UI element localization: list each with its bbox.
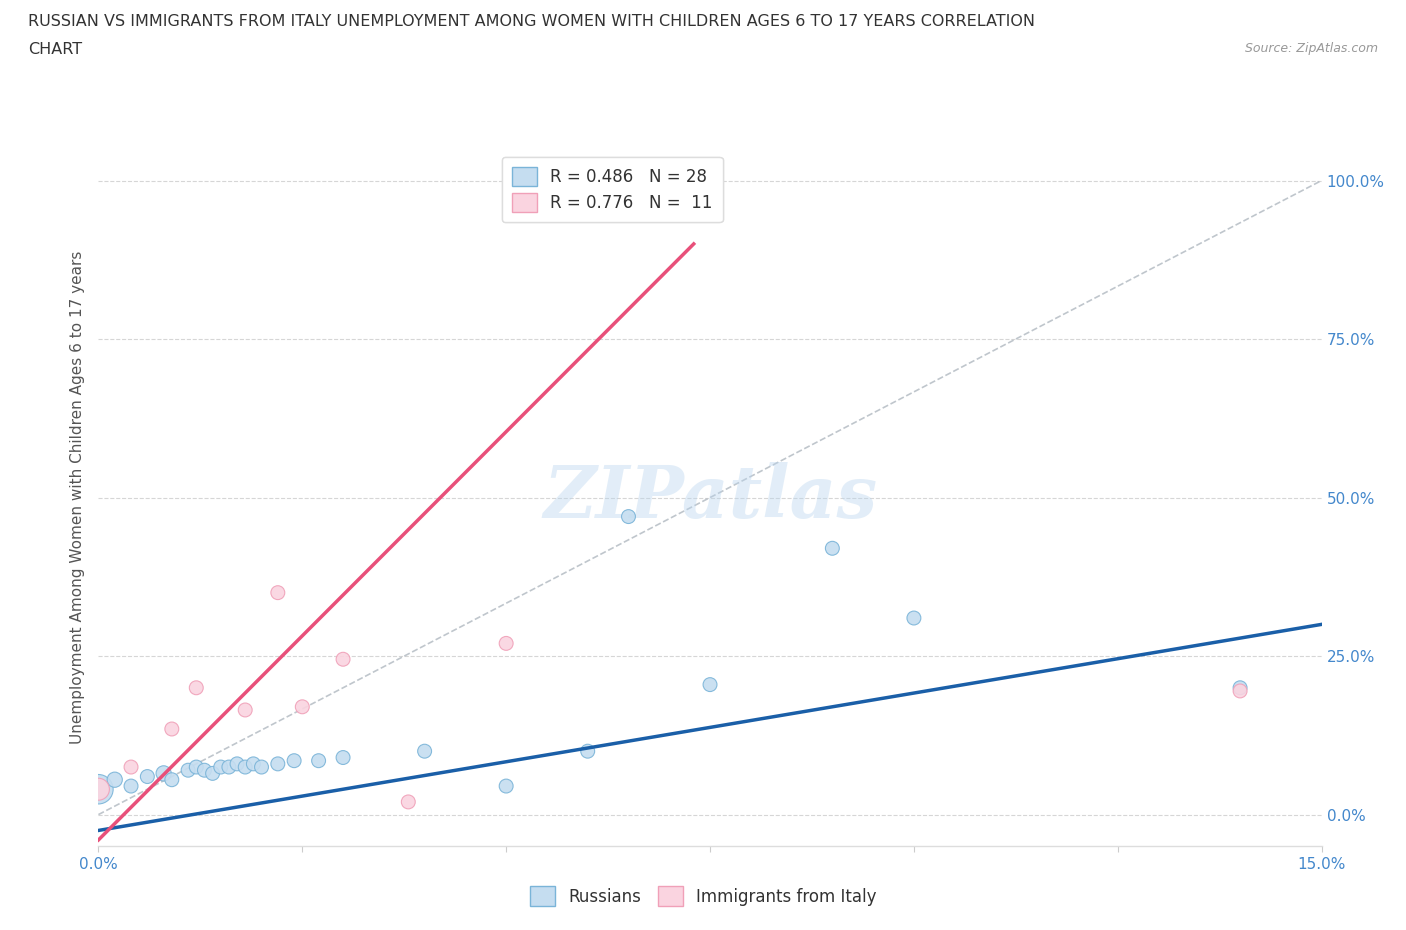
Point	[193, 763, 215, 777]
Point	[332, 652, 354, 667]
Point	[218, 760, 240, 775]
Point	[160, 772, 183, 787]
Point	[136, 769, 159, 784]
Point	[283, 753, 305, 768]
Point	[242, 756, 264, 771]
Point	[413, 744, 436, 759]
Point	[152, 766, 174, 781]
Point	[233, 760, 256, 775]
Point	[821, 541, 844, 556]
Point	[576, 744, 599, 759]
Point	[177, 763, 200, 777]
Point	[699, 677, 721, 692]
Point	[233, 702, 256, 717]
Point	[1229, 681, 1251, 696]
Point	[250, 760, 273, 775]
Point	[160, 722, 183, 737]
Point	[120, 760, 142, 775]
Point	[267, 756, 290, 771]
Point	[291, 699, 314, 714]
Point	[332, 751, 354, 765]
Point	[267, 585, 290, 600]
Point	[396, 794, 419, 809]
Legend: R = 0.486   N = 28, R = 0.776   N =  11: R = 0.486 N = 28, R = 0.776 N = 11	[502, 157, 723, 222]
Text: RUSSIAN VS IMMIGRANTS FROM ITALY UNEMPLOYMENT AMONG WOMEN WITH CHILDREN AGES 6 T: RUSSIAN VS IMMIGRANTS FROM ITALY UNEMPLO…	[28, 14, 1035, 29]
Text: CHART: CHART	[28, 42, 82, 57]
Point	[308, 753, 330, 768]
Legend: Russians, Immigrants from Italy: Russians, Immigrants from Italy	[523, 880, 883, 912]
Point	[186, 760, 208, 775]
Y-axis label: Unemployment Among Women with Children Ages 6 to 17 years: Unemployment Among Women with Children A…	[70, 251, 86, 744]
Point	[201, 766, 224, 781]
Text: ZIPatlas: ZIPatlas	[543, 462, 877, 533]
Point	[120, 778, 142, 793]
Point	[495, 636, 517, 651]
Point	[186, 681, 208, 696]
Point	[903, 611, 925, 626]
Point	[209, 760, 232, 775]
Text: Source: ZipAtlas.com: Source: ZipAtlas.com	[1244, 42, 1378, 55]
Point	[1229, 684, 1251, 698]
Point	[226, 756, 249, 771]
Point	[87, 782, 110, 797]
Point	[617, 509, 640, 524]
Point	[495, 778, 517, 793]
Point	[104, 772, 127, 787]
Point	[87, 782, 110, 797]
